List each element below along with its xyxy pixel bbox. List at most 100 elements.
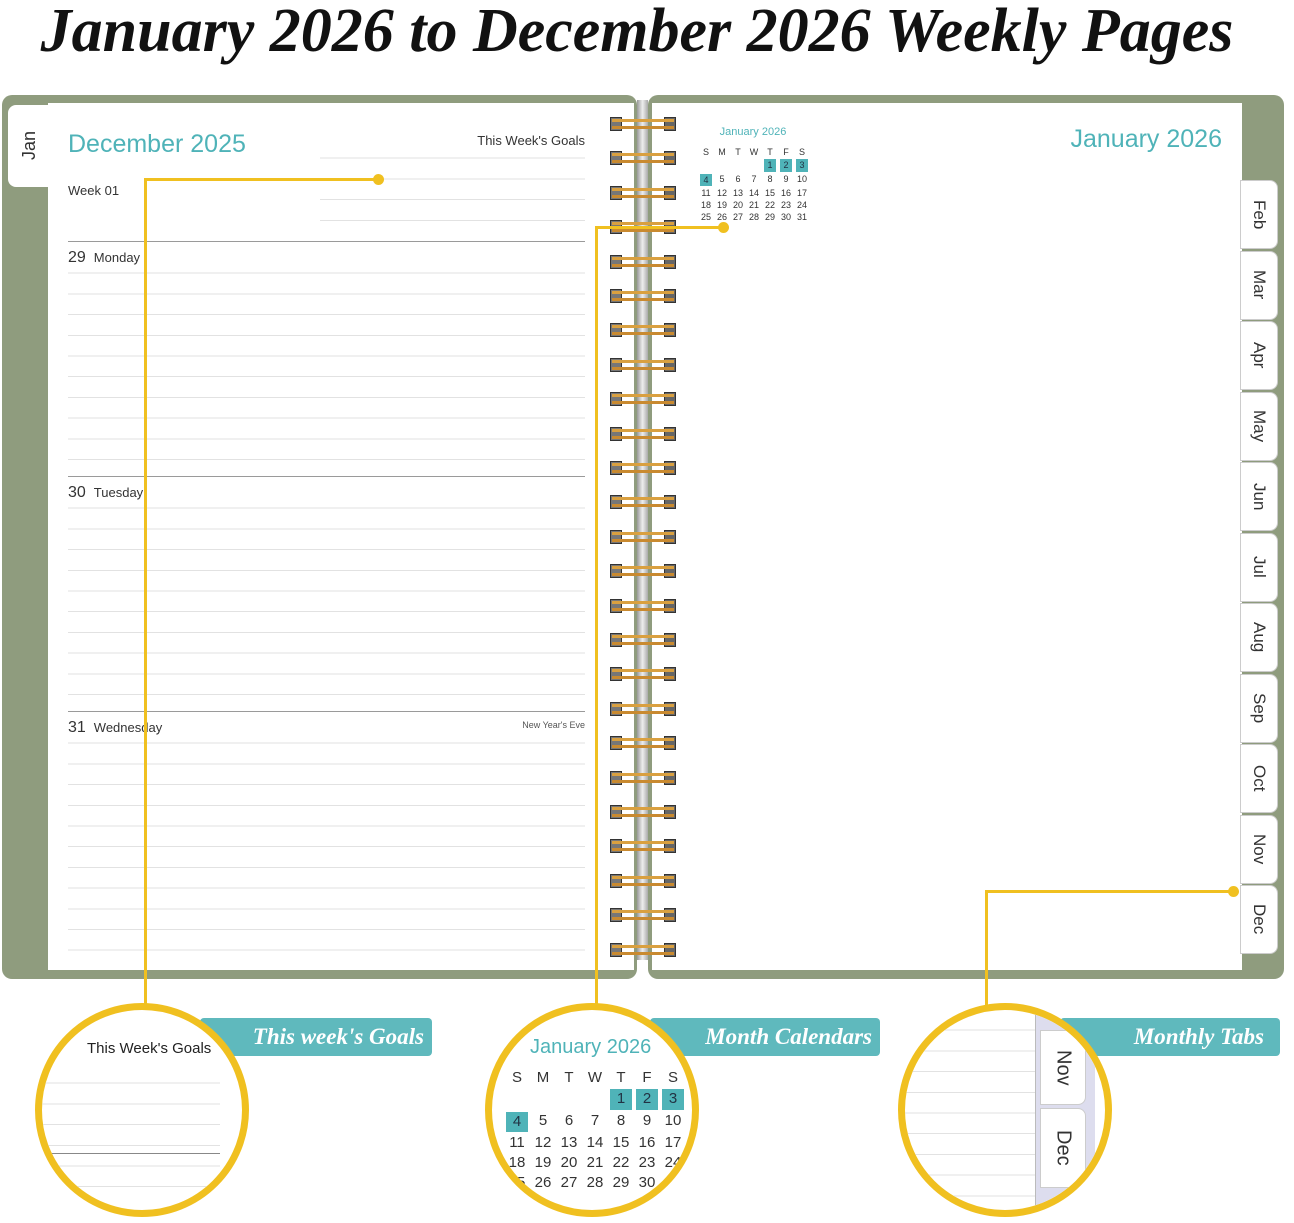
tab-apr[interactable]: Apr bbox=[1240, 321, 1278, 390]
tab-label: Sep bbox=[1250, 692, 1269, 724]
zoom-circle-tabs: Nov Dec bbox=[898, 1003, 1112, 1217]
calendar-day: 16 bbox=[780, 187, 791, 198]
mini-calendar-title: January 2026 bbox=[530, 1036, 652, 1058]
calendar-day bbox=[556, 1088, 582, 1110]
calendar-day: 27 bbox=[732, 212, 743, 223]
calendar-day: 21 bbox=[748, 200, 759, 211]
calendar-day: 6 bbox=[564, 1111, 574, 1129]
spiral-ring bbox=[608, 597, 678, 615]
callout-dot bbox=[1228, 886, 1239, 897]
week-number: Week 01 bbox=[68, 183, 120, 198]
spiral-ring bbox=[608, 941, 678, 959]
tab-dec[interactable]: Dec bbox=[1240, 885, 1278, 954]
calendar-day: 29 bbox=[612, 1174, 630, 1192]
calendar-day: 11 bbox=[701, 187, 711, 198]
calendar-day: 4 bbox=[506, 1111, 528, 1132]
tab-may[interactable]: May bbox=[1240, 391, 1278, 461]
calendar-day bbox=[582, 1088, 608, 1110]
spiral-ring bbox=[608, 253, 678, 271]
spiral-ring bbox=[608, 906, 678, 924]
calendar-day: 1 bbox=[610, 1089, 632, 1110]
tab-nov[interactable]: Nov bbox=[1040, 1030, 1086, 1105]
calendar-day: 18 bbox=[700, 200, 711, 211]
calendar-day: 13 bbox=[560, 1133, 578, 1151]
calendar-day: 28 bbox=[748, 212, 759, 223]
calendar-day: 3 bbox=[662, 1089, 684, 1110]
calendar-day: 15 bbox=[612, 1133, 630, 1151]
page-title: January 2026 to December 2026 Weekly Pag… bbox=[40, 0, 1234, 65]
page-lines bbox=[905, 1010, 1035, 1210]
weekday-label: S bbox=[798, 147, 805, 157]
calendar-day: 19 bbox=[716, 200, 727, 211]
day-divider bbox=[68, 476, 585, 477]
callout-banner-tabs: Monthly Tabs bbox=[1060, 1018, 1280, 1056]
weekday-label: S bbox=[702, 147, 709, 157]
weekday-label: T bbox=[616, 1069, 626, 1086]
tab-jan[interactable]: Jan bbox=[8, 105, 50, 187]
day-divider bbox=[68, 711, 585, 712]
writing-lines bbox=[68, 488, 585, 699]
callout-line bbox=[595, 226, 598, 1008]
tab-label: Dec bbox=[1250, 904, 1269, 935]
calendar-day: 30 bbox=[638, 1174, 656, 1192]
mini-calendar-zoomed: S M T W T F S 1 2 3 4 5 6 7 8 9 10 11 12 13 14 15 16 17 18 19 20 21… bbox=[504, 1068, 686, 1194]
spiral-spine bbox=[637, 100, 648, 960]
tab-mar[interactable]: Mar bbox=[1240, 250, 1278, 320]
spiral-ring bbox=[608, 149, 678, 167]
tab-jul[interactable]: Jul bbox=[1240, 532, 1278, 602]
spiral-ring bbox=[608, 837, 678, 855]
callout-line bbox=[985, 890, 988, 1008]
goals-lines bbox=[42, 1063, 220, 1188]
calendar-day: 17 bbox=[664, 1133, 682, 1151]
tab-label: Jun bbox=[1250, 482, 1269, 511]
calendar-day: 24 bbox=[664, 1154, 682, 1172]
calendar-day bbox=[504, 1088, 530, 1110]
weekday-label: T bbox=[564, 1069, 574, 1086]
calendar-day: 26 bbox=[716, 212, 727, 223]
calendar-day: 29 bbox=[764, 212, 775, 223]
calendar-day: 31 bbox=[664, 1174, 682, 1192]
spiral-ring bbox=[608, 459, 678, 477]
spiral-ring bbox=[608, 734, 678, 752]
tab-nov[interactable]: Nov bbox=[1240, 814, 1278, 884]
mini-calendar: S M T W T F S 1 2 3 4 5 6 7 8 9 10 11 12 13 14 15 16 17 18 19 20 21… bbox=[698, 146, 810, 224]
tab-oct[interactable]: Oct bbox=[1240, 744, 1278, 813]
tab-sep[interactable]: Sep bbox=[1240, 673, 1278, 743]
weekday-label: W bbox=[587, 1069, 603, 1086]
tab-label: Jan bbox=[18, 131, 39, 161]
tab-feb[interactable]: Feb bbox=[1240, 180, 1278, 249]
calendar-day: 14 bbox=[586, 1133, 604, 1151]
callout-line bbox=[595, 226, 725, 229]
day-divider bbox=[68, 241, 585, 242]
calendar-day bbox=[530, 1088, 556, 1110]
tab-dec[interactable]: Dec bbox=[1040, 1108, 1086, 1188]
tab-label: Oct bbox=[1250, 765, 1269, 792]
spiral-ring bbox=[608, 390, 678, 408]
calendar-day: 4 bbox=[700, 173, 712, 186]
weekday-label: T bbox=[735, 147, 741, 157]
weekday-label: M bbox=[536, 1069, 550, 1086]
weekday-label: W bbox=[749, 147, 759, 157]
spiral-ring bbox=[608, 287, 678, 305]
callout-banner-goals: This week's Goals bbox=[200, 1018, 432, 1056]
month-title: December 2025 bbox=[68, 130, 246, 158]
callout-dot bbox=[373, 174, 384, 185]
calendar-day: 12 bbox=[716, 187, 727, 198]
tab-label: Apr bbox=[1250, 342, 1269, 369]
spiral-ring bbox=[608, 528, 678, 546]
calendar-day: 22 bbox=[612, 1154, 630, 1172]
divider bbox=[52, 1153, 220, 1154]
calendar-day: 21 bbox=[586, 1154, 604, 1172]
tab-aug[interactable]: Aug bbox=[1240, 603, 1278, 672]
calendar-day bbox=[730, 158, 746, 172]
calendar-day: 5 bbox=[538, 1111, 548, 1129]
tab-label: Feb bbox=[1250, 199, 1269, 230]
callout-line bbox=[144, 178, 147, 1008]
tab-label: Dec bbox=[1052, 1130, 1075, 1166]
tab-jun[interactable]: Jun bbox=[1240, 462, 1278, 531]
spiral-ring bbox=[608, 631, 678, 649]
calendar-day: 7 bbox=[590, 1111, 600, 1129]
calendar-day: 11 bbox=[509, 1133, 525, 1151]
writing-lines bbox=[68, 253, 585, 464]
calendar-day: 31 bbox=[796, 212, 807, 223]
